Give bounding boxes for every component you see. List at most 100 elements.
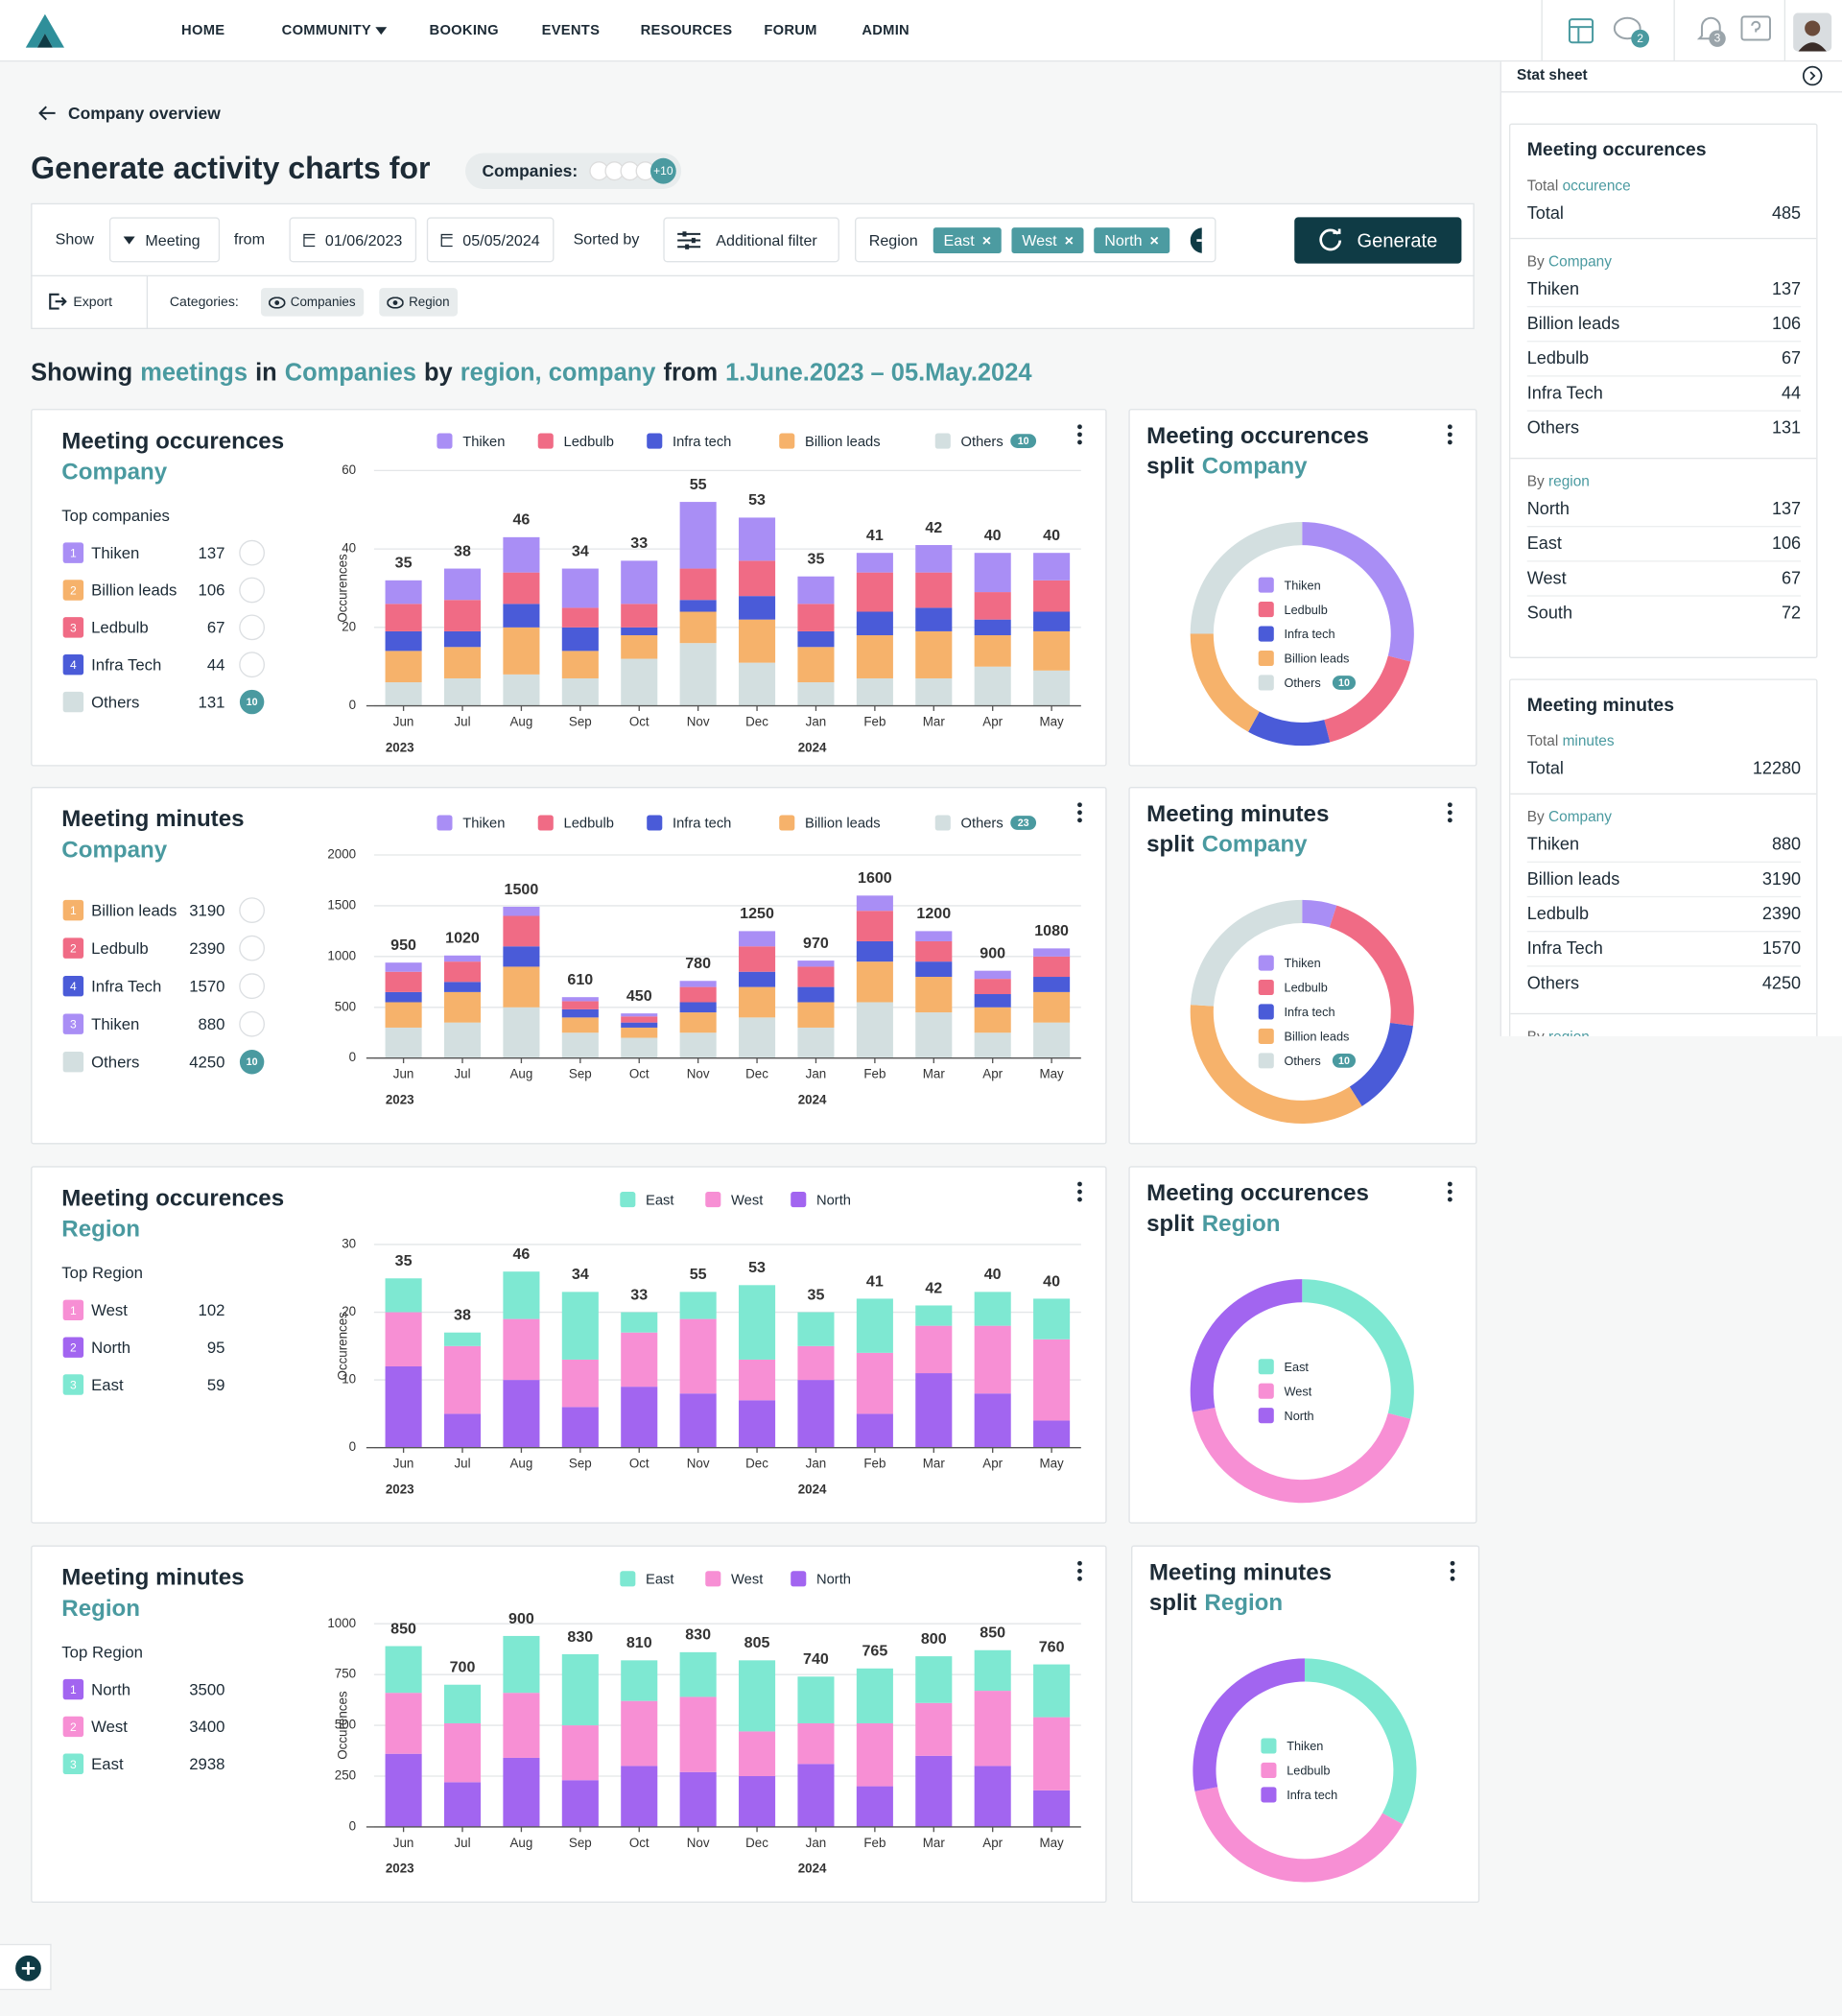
stat-row-value: 2390	[1761, 903, 1802, 924]
menu-dot[interactable]	[1077, 424, 1082, 430]
menu-dot[interactable]	[1447, 818, 1452, 823]
list-value: 95	[207, 1339, 225, 1357]
tag-remove[interactable]: ×	[981, 230, 992, 249]
menu-dot[interactable]	[1447, 1181, 1452, 1187]
stat-row-name: Total	[1526, 202, 1564, 223]
stat-group: By Company Thiken 880 Billion leads 3190 Ledb…	[1510, 793, 1817, 1006]
menu-dot[interactable]	[1077, 818, 1082, 823]
menu-dot[interactable]	[1447, 802, 1452, 808]
bar-segment	[915, 961, 953, 978]
x-group-label: 2023	[386, 740, 414, 754]
x-tick-label: Apr	[982, 1836, 1003, 1850]
chart: Meeting minutes Region 0 250 500 750 1000 Occur…	[61, 1560, 1082, 1876]
help-icon[interactable]	[1740, 15, 1771, 46]
stat-row-name: Total	[1526, 758, 1564, 778]
back-arrow[interactable]	[38, 106, 57, 121]
rank-number: 3	[70, 1018, 77, 1032]
nav-item[interactable]: RESOURCES	[640, 23, 733, 39]
stat-sheet: Stat sheet Meeting occurences Total occur…	[1500, 61, 1842, 1036]
tag-remove[interactable]: ×	[1149, 230, 1159, 249]
menu-dot[interactable]	[1447, 810, 1452, 816]
legend-swatch	[934, 433, 951, 449]
add-button[interactable]	[15, 1955, 41, 1981]
stat-row-value: 880	[1771, 834, 1802, 854]
menu-dot[interactable]	[1077, 1181, 1082, 1187]
list-title: Top Region	[61, 1264, 143, 1282]
tag-remove[interactable]: ×	[1064, 230, 1074, 249]
bar-total-label: 850	[980, 1625, 1005, 1642]
menu-dot[interactable]	[1450, 1568, 1455, 1574]
menu-dot[interactable]	[1077, 432, 1082, 438]
date-from[interactable]: 01/06/2023	[289, 217, 417, 263]
legend-swatch	[779, 815, 795, 831]
stat-group: By Company Thiken 137 Billion leads 106 Ledbu…	[1510, 237, 1817, 450]
stat-row-value: 131	[1771, 417, 1802, 438]
add-button[interactable]	[1190, 226, 1202, 253]
bar-segment	[679, 981, 717, 987]
bar-segment	[739, 931, 776, 947]
category-text: Region	[409, 295, 450, 310]
bar-segment	[797, 1312, 835, 1346]
rank-box	[62, 1013, 84, 1034]
menu-dot[interactable]	[1450, 1576, 1455, 1581]
collapse-icon[interactable]	[1802, 65, 1823, 86]
menu-dot[interactable]	[1447, 1189, 1452, 1195]
category-text: Companies	[290, 295, 356, 310]
category-chip[interactable]: Companies	[260, 288, 364, 317]
menu-dot[interactable]	[1077, 810, 1082, 816]
menu-dot[interactable]	[1077, 439, 1082, 445]
companies-chip[interactable]: Companies: +10	[465, 153, 682, 189]
logo[interactable]	[24, 12, 65, 49]
messages-icon[interactable]	[1613, 15, 1647, 46]
x-tick-label: Sep	[569, 715, 592, 729]
donut-segment	[1302, 521, 1414, 662]
menu-dot[interactable]	[1447, 424, 1452, 430]
list-name: East	[91, 1376, 124, 1394]
menu-dot[interactable]	[1447, 439, 1452, 445]
bar-segment	[503, 1271, 540, 1319]
page-title: Generate activity charts for	[31, 152, 431, 187]
menu-dot[interactable]	[1077, 1560, 1082, 1566]
menu-dot[interactable]	[1077, 1568, 1082, 1574]
legend-label: Others	[961, 435, 1004, 450]
nav-item[interactable]: EVENTS	[541, 23, 601, 39]
nav-item[interactable]: BOOKING	[429, 23, 499, 39]
layout-icon[interactable]	[1567, 16, 1594, 44]
donut-segment	[1302, 899, 1337, 928]
menu-dot[interactable]	[1447, 1197, 1452, 1202]
menu-dot[interactable]	[1077, 1576, 1082, 1581]
menu-dot[interactable]	[1450, 1560, 1455, 1566]
stat-row-name: Billion leads	[1526, 313, 1620, 334]
export[interactable]: Export	[73, 294, 113, 310]
list-name: Billion leads	[91, 581, 177, 600]
region-tag[interactable]: North ×	[1094, 226, 1169, 253]
menu-dot[interactable]	[1447, 432, 1452, 438]
date-to[interactable]: 05/05/2024	[426, 217, 555, 263]
menu-dot[interactable]	[1077, 1189, 1082, 1195]
nav-item[interactable]: ADMIN	[862, 23, 909, 39]
legend-label: Ledbulb	[1287, 1764, 1330, 1778]
bar-segment	[915, 1702, 953, 1756]
x-group-label: 2023	[386, 1092, 414, 1106]
list-badge-text: 10	[247, 1056, 258, 1068]
region-tag[interactable]: West ×	[1011, 226, 1084, 253]
nav-item[interactable]: FORUM	[764, 23, 817, 39]
legend-label: Billion leads	[805, 817, 881, 832]
stat-title: Stat sheet	[1517, 68, 1588, 84]
list-value: 131	[199, 693, 225, 711]
back-link[interactable]: Company overview	[68, 103, 221, 123]
bar-segment	[385, 580, 422, 605]
avatar[interactable]	[1793, 12, 1832, 52]
generate-button[interactable]: Generate	[1294, 217, 1462, 264]
region-tag[interactable]: East ×	[933, 226, 1002, 253]
legend-label: East	[1285, 1360, 1310, 1374]
additional-filter[interactable]: Additional filter	[663, 217, 839, 263]
menu-dot[interactable]	[1077, 1197, 1082, 1202]
nav-item[interactable]: COMMUNITY	[281, 23, 371, 39]
x-tick-label: Sep	[569, 1457, 592, 1471]
stat-sub-key: Company	[1548, 810, 1612, 826]
nav-item[interactable]: HOME	[181, 23, 225, 39]
category-chip[interactable]: Region	[379, 288, 458, 317]
show-dropdown[interactable]: Meeting	[108, 217, 221, 263]
menu-dot[interactable]	[1077, 802, 1082, 808]
